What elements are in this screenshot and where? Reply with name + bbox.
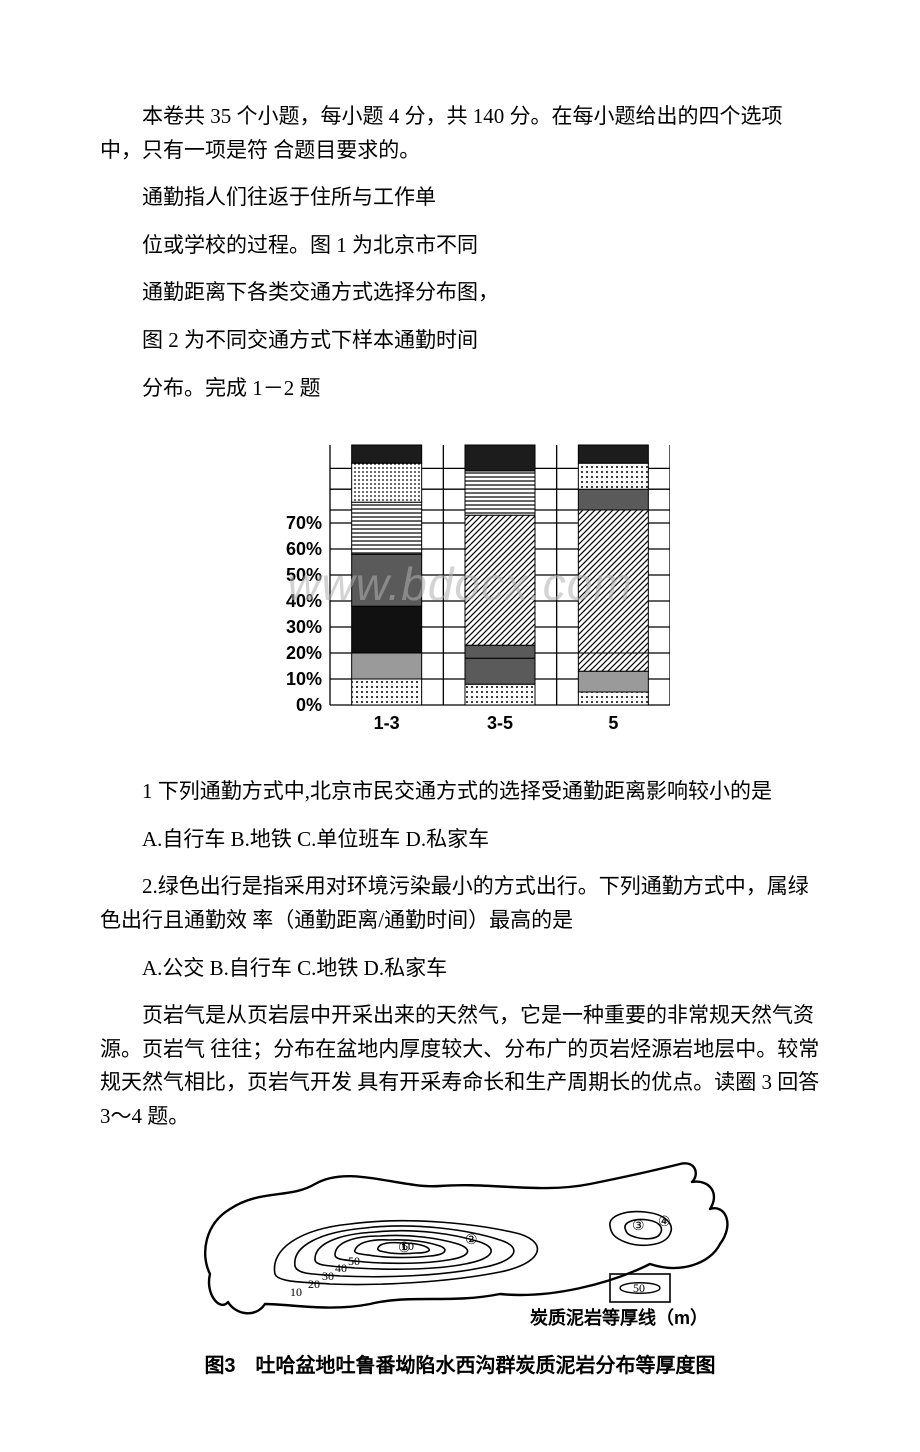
passage1-line2: 位或学校的过程。图 1 为北京市不同 [100,229,820,263]
stacked-bar-chart: 0% 10% 20% 30% 40% 50% 60% 70% 1-3 3-5 5 [250,435,670,735]
q2-stem: 2.绿色出行是指采用对环境污染最小的方式出行。下列通勤方式中，属绿色出行且通勤效… [100,870,820,937]
svg-text:③: ③ [632,1219,645,1234]
passage1-line1: 通勤指人们往返于住所与工作单 [100,181,820,215]
q1-options: A.自行车 B.地铁 C.单位班车 D.私家车 [100,823,820,857]
figure-3-map: 102030405060①②③④50炭质泥岩等厚线（m） 图3 吐哈盆地吐鲁番坳… [100,1154,820,1382]
svg-text:30%: 30% [286,617,322,637]
svg-text:20%: 20% [286,643,322,663]
figure-1-chart: 0%10%20%30%40%50%60%70%1-33-55 www.bdocx… [100,435,820,735]
svg-text:40: 40 [335,1261,347,1275]
passage1-line4: 图 2 为不同交通方式下样本通勤时间 [100,324,820,358]
svg-text:3-5: 3-5 [487,713,513,733]
svg-text:②: ② [465,1233,478,1248]
svg-text:40%: 40% [286,591,322,611]
svg-text:60%: 60% [286,539,322,559]
svg-text:①: ① [398,1241,411,1256]
svg-text:50: 50 [633,1281,645,1295]
passage1-line5: 分布。完成 1－2 题 [100,372,820,406]
svg-text:1-3: 1-3 [374,713,400,733]
svg-text:70%: 70% [286,513,322,533]
q2-options: A.公交 B.自行车 C.地铁 D.私家车 [100,952,820,986]
svg-text:10: 10 [290,1285,302,1299]
q1-stem: 1 下列通勤方式中,北京市民交通方式的选择受通勤距离影响较小的是 [100,775,820,809]
svg-text:50: 50 [348,1254,360,1268]
contour-map: 102030405060①②③④50炭质泥岩等厚线（m） [180,1154,740,1344]
svg-text:5: 5 [608,713,618,733]
intro-text: 本卷共 35 个小题，每小题 4 分，共 140 分。在每小题给出的四个选项中，… [100,100,820,167]
passage2-text: 页岩气是从页岩层中开采出来的天然气，它是一种重要的非常规天然气资源。页岩气 往往… [100,999,820,1133]
passage1-line3: 通勤距离下各类交通方式选择分布图， [100,276,820,310]
svg-text:30: 30 [322,1269,334,1283]
svg-text:20: 20 [308,1277,320,1291]
svg-text:炭质泥岩等厚线（m）: 炭质泥岩等厚线（m） [530,1307,708,1328]
svg-text:10%: 10% [286,669,322,689]
svg-text:50%: 50% [286,565,322,585]
svg-text:④: ④ [658,1215,671,1230]
figure-3-caption: 图3 吐哈盆地吐鲁番坳陷水西沟群炭质泥岩分布等厚度图 [204,1350,715,1382]
svg-text:0%: 0% [296,695,322,715]
